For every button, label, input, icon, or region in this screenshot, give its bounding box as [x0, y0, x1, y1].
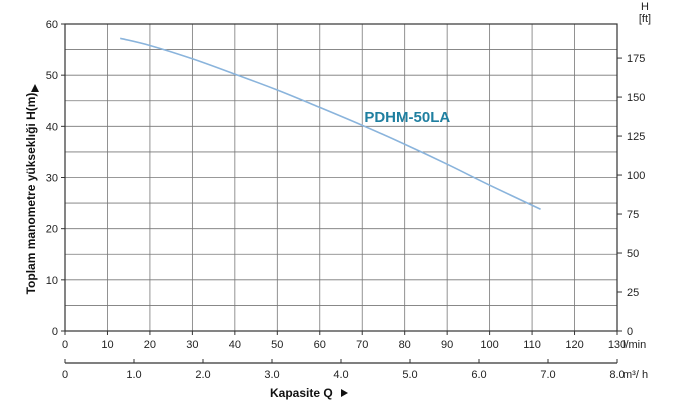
x-axis-unit: l/min [623, 339, 646, 351]
secondary-x-tick-label: 7.0 [540, 369, 555, 381]
x-tick-label: 0 [62, 339, 68, 351]
x-tick-label: 80 [399, 339, 411, 351]
secondary-x-axis-unit: m³/ h [623, 369, 648, 381]
secondary-y-tick-label: 150 [627, 92, 645, 104]
secondary-x-tick-label: 1.0 [126, 369, 141, 381]
y-tick-label: 10 [46, 275, 58, 287]
secondary-x-tick-label: 3.0 [264, 369, 279, 381]
secondary-y-axis-unit-bottom: [ft] [639, 13, 651, 25]
x-tick-label: 100 [480, 339, 498, 351]
y-axis-title: Toplam manometre yükseklıği H(m) [24, 93, 38, 295]
y-axis-arrow-icon [31, 84, 39, 92]
chart-grid [64, 23, 618, 332]
x-tick-label: 20 [144, 339, 156, 351]
x-tick-label: 40 [229, 339, 241, 351]
secondary-x-tick-label: 0 [62, 369, 68, 381]
secondary-y-tick-label: 50 [627, 248, 639, 260]
secondary-x-tick-label: 8.0 [609, 369, 624, 381]
x-axis-arrow-icon [341, 389, 348, 397]
y-tick-label: 30 [46, 173, 58, 185]
x-tick-label: 60 [314, 339, 326, 351]
secondary-y-tick-label: 25 [627, 287, 639, 299]
secondary-y-tick-label: 75 [627, 209, 639, 221]
x-tick-label: 30 [186, 339, 198, 351]
y-tick-label: 60 [46, 19, 58, 31]
y-tick-label: 0 [52, 326, 58, 338]
secondary-x-tick-label: 5.0 [402, 369, 417, 381]
secondary-y-tick-label: 100 [627, 170, 645, 182]
secondary-x-tick-label: 4.0 [333, 369, 348, 381]
secondary-y-axis-unit-top: H [641, 1, 649, 13]
plot-area [120, 37, 541, 210]
x-tick-label: 10 [101, 339, 113, 351]
x-tick-label: 130 [608, 339, 626, 351]
series-label: PDHM-50LA [364, 109, 450, 126]
secondary-y-tick-label: 175 [627, 53, 645, 65]
secondary-y-tick-label: 125 [627, 131, 645, 143]
x-axis-title: Kapasite Q [270, 386, 333, 400]
x-tick-label: 50 [271, 339, 283, 351]
y-tick-label: 50 [46, 70, 58, 82]
tick-labels: 0 10 20 30 40 50 60 0 10 20 30 40 50 60 70 80 90 100 110 12… [46, 19, 646, 381]
secondary-x-tick-label: 6.0 [471, 369, 486, 381]
x-tick-label: 90 [441, 339, 453, 351]
secondary-y-tick-label: 0 [627, 326, 633, 338]
y-tick-label: 40 [46, 121, 58, 133]
secondary-x-tick-label: 2.0 [195, 369, 210, 381]
series-line-0 [120, 37, 541, 210]
x-tick-label: 110 [523, 339, 541, 351]
x-tick-label: 70 [356, 339, 368, 351]
x-tick-label: 120 [565, 339, 583, 351]
y-tick-label: 20 [46, 224, 58, 236]
